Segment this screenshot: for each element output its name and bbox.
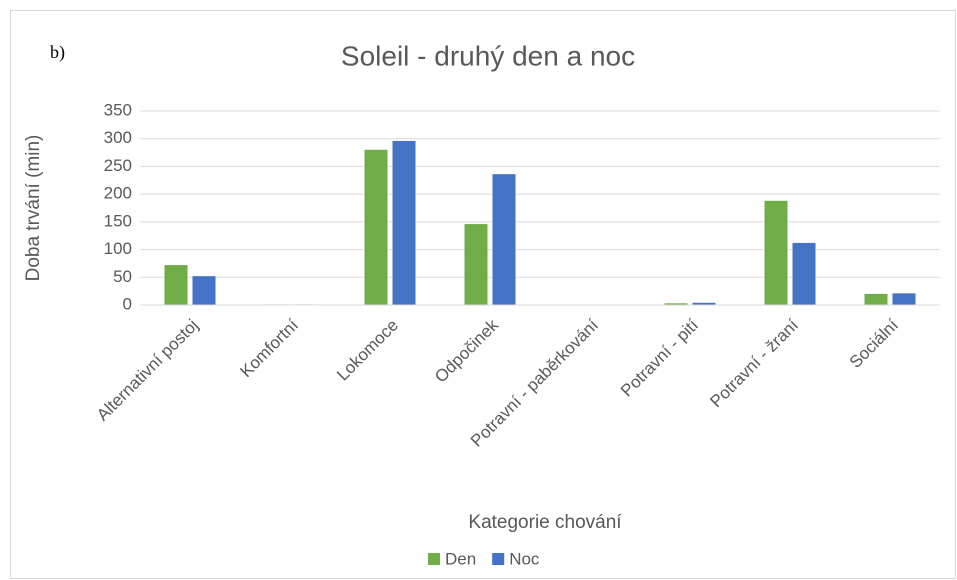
y-tick-label: 250: [104, 156, 132, 175]
bar: [392, 140, 416, 305]
bar: [864, 293, 888, 305]
legend-swatch: [428, 553, 440, 565]
bar: [692, 302, 716, 305]
legend-label: Noc: [509, 549, 540, 568]
y-tick-label: 350: [104, 100, 132, 119]
y-tick-label: 150: [104, 211, 132, 230]
y-axis-label: Doba trvání (min): [23, 135, 44, 282]
bar: [364, 149, 388, 305]
bar: [164, 265, 188, 305]
y-tick-label: 50: [113, 267, 132, 286]
bar: [192, 276, 216, 305]
bar: [664, 303, 688, 305]
annotation: b): [50, 42, 65, 63]
y-tick-label: 200: [104, 184, 132, 203]
legend-swatch: [492, 553, 505, 565]
chart-title: Soleil - druhý den a noc: [341, 40, 635, 71]
bar: [464, 224, 488, 305]
bar: [792, 242, 816, 305]
x-axis-label: Kategorie chování: [468, 512, 622, 533]
bar: [892, 293, 916, 305]
bar: [492, 174, 516, 305]
y-tick-label: 0: [123, 294, 132, 313]
legend-label: Den: [445, 549, 476, 568]
y-tick-label: 300: [104, 128, 132, 147]
bar: [764, 200, 788, 305]
y-tick-label: 100: [104, 239, 132, 258]
